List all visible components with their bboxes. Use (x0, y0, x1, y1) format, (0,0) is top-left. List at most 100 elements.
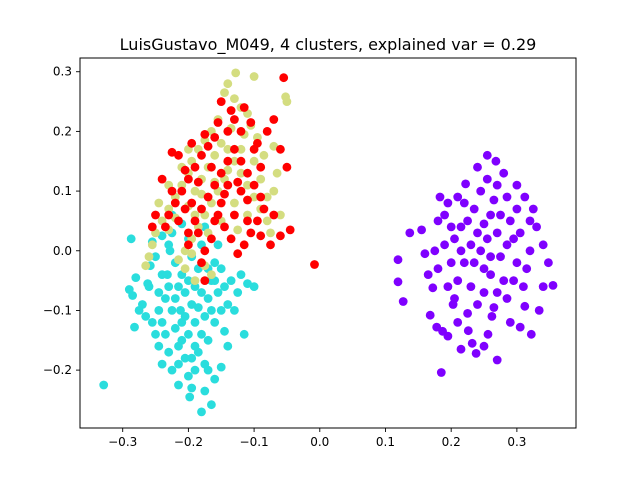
point-cyan-94 (203, 365, 213, 375)
point-purple-17 (467, 338, 477, 348)
point-cyan-52 (164, 347, 174, 357)
point-red-62 (233, 177, 243, 187)
x-tick-label: 0.2 (442, 435, 461, 449)
point-khaki-64 (269, 141, 279, 151)
point-cyan-77 (213, 288, 223, 297)
point-purple-58 (496, 252, 505, 262)
point-cyan-13 (157, 318, 167, 327)
point-purple-19 (479, 341, 489, 351)
point-red-49 (213, 118, 223, 127)
point-red-52 (246, 118, 256, 127)
point-cyan-75 (220, 326, 229, 336)
point-cyan-95 (147, 318, 157, 327)
point-purple-85 (459, 198, 469, 208)
point-purple-7 (423, 270, 433, 279)
point-khaki-52 (187, 249, 197, 259)
point-khaki-35 (266, 228, 275, 238)
point-cyan-48 (185, 392, 195, 402)
point-purple-81 (509, 276, 518, 285)
point-cyan-27 (197, 329, 206, 339)
point-red-4 (236, 126, 246, 136)
point-purple-29 (548, 281, 558, 290)
point-cyan-43 (210, 374, 220, 384)
point-red-69 (216, 198, 226, 208)
point-purple-34 (520, 192, 530, 202)
y-tick-label: 0.3 (53, 65, 72, 79)
point-cyan-6 (130, 322, 139, 332)
point-purple-49 (463, 216, 472, 226)
point-cyan-42 (249, 282, 259, 291)
point-red-76 (184, 240, 193, 250)
point-cyan-4 (124, 285, 134, 294)
point-purple-64 (515, 228, 525, 238)
point-red-22 (230, 144, 239, 154)
point-red-27 (259, 204, 269, 214)
point-red-40 (180, 204, 190, 214)
point-purple-68 (466, 282, 476, 291)
point-red-18 (203, 192, 213, 202)
x-tick-label: −0.2 (174, 435, 203, 449)
point-red-70 (200, 276, 210, 285)
point-cyan-64 (151, 252, 160, 262)
point-purple-16 (463, 326, 473, 336)
point-purple-47 (456, 246, 466, 256)
point-cyan-19 (174, 282, 183, 291)
point-purple-95 (433, 216, 443, 226)
point-red-17 (197, 204, 206, 214)
point-purple-84 (502, 192, 512, 202)
point-cyan-85 (154, 288, 164, 297)
y-tick-label: −0.2 (43, 363, 72, 377)
point-red-45 (147, 222, 157, 232)
point-purple-61 (505, 216, 515, 226)
point-cyan-55 (187, 300, 197, 309)
point-cyan-20 (176, 306, 185, 315)
point-purple-90 (496, 210, 505, 220)
point-purple-14 (453, 318, 463, 327)
point-purple-12 (443, 331, 453, 341)
point-cyan-91 (197, 288, 206, 297)
point-cyan-2 (131, 273, 141, 282)
point-red-77 (243, 216, 252, 226)
point-cyan-35 (223, 300, 233, 309)
point-cyan-39 (236, 270, 246, 279)
point-khaki-37 (272, 168, 282, 178)
point-purple-63 (512, 258, 522, 268)
point-khaki-22 (141, 261, 151, 271)
point-khaki-38 (259, 150, 269, 160)
point-red-42 (167, 186, 177, 196)
point-purple-42 (443, 198, 453, 208)
point-cyan-53 (170, 323, 180, 333)
point-cyan-98 (157, 270, 167, 279)
point-khaki-20 (147, 240, 157, 250)
point-red-31 (233, 249, 243, 259)
point-red-16 (190, 216, 200, 226)
point-red-25 (249, 180, 259, 190)
point-purple-3 (393, 255, 403, 265)
point-cyan-23 (184, 371, 193, 381)
point-khaki-36 (269, 186, 279, 196)
point-red-54 (262, 126, 272, 136)
point-red-35 (207, 234, 216, 244)
point-purple-22 (492, 355, 502, 365)
point-purple-44 (440, 210, 449, 220)
point-red-26 (256, 192, 266, 202)
point-khaki-58 (223, 165, 233, 175)
point-purple-20 (483, 329, 493, 339)
point-purple-36 (499, 168, 509, 178)
point-purple-52 (476, 246, 486, 256)
point-cyan-84 (167, 306, 177, 315)
point-khaki-31 (243, 180, 252, 190)
point-cyan-40 (239, 329, 249, 339)
point-red-6 (210, 133, 220, 142)
point-red-73 (236, 186, 246, 196)
point-cyan-99 (187, 353, 197, 363)
point-cyan-1 (126, 234, 136, 244)
point-khaki-60 (249, 156, 259, 166)
point-red-71 (256, 162, 266, 172)
point-red-57 (282, 162, 292, 172)
point-purple-86 (450, 294, 459, 303)
x-tick-label: 0.0 (310, 435, 329, 449)
point-red-3 (230, 115, 239, 124)
point-cyan-83 (193, 303, 203, 312)
